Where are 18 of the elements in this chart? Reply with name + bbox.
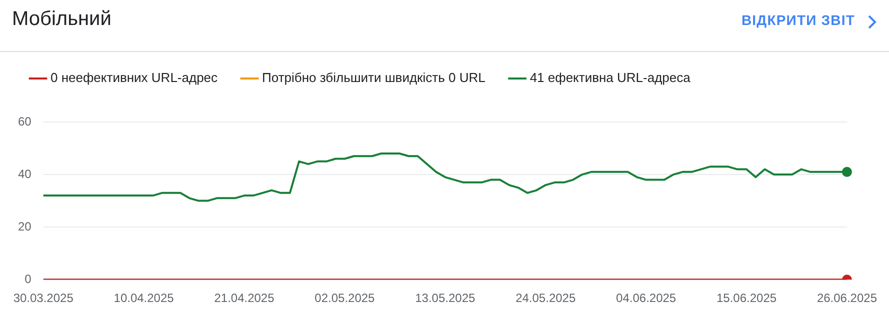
x-tick-label: 02.05.2025 bbox=[314, 291, 376, 306]
y-tick-label: 20 bbox=[18, 219, 32, 234]
chart-title: Мобільний bbox=[12, 8, 112, 31]
legend-label: Потрібно збільшити швидкість 0 URL bbox=[262, 70, 486, 86]
legend-label: 0 неефективних URL-адрес bbox=[50, 70, 218, 86]
x-tick-label: 10.04.2025 bbox=[114, 291, 174, 306]
text: ВІДКРИТИ ЗВІТ bbox=[741, 12, 855, 28]
x-tick-label: 15.06.2025 bbox=[716, 291, 777, 306]
x-tick-label: 21.04.2025 bbox=[214, 291, 275, 306]
x-tick-label: 04.06.2025 bbox=[616, 291, 676, 306]
x-tick-label: 13.05.2025 bbox=[415, 291, 476, 306]
y-tick-label: 40 bbox=[18, 166, 32, 181]
x-tick-label: 24.05.2025 bbox=[516, 291, 576, 306]
y-tick-label: 0 bbox=[24, 272, 32, 286]
y-tick-label: 60 bbox=[18, 114, 32, 128]
x-tick-label: 30.03.2025 bbox=[13, 291, 74, 306]
legend-label: 41 ефективна URL-адреса bbox=[530, 70, 692, 86]
x-tick-label: 26.06.2025 bbox=[816, 291, 878, 306]
